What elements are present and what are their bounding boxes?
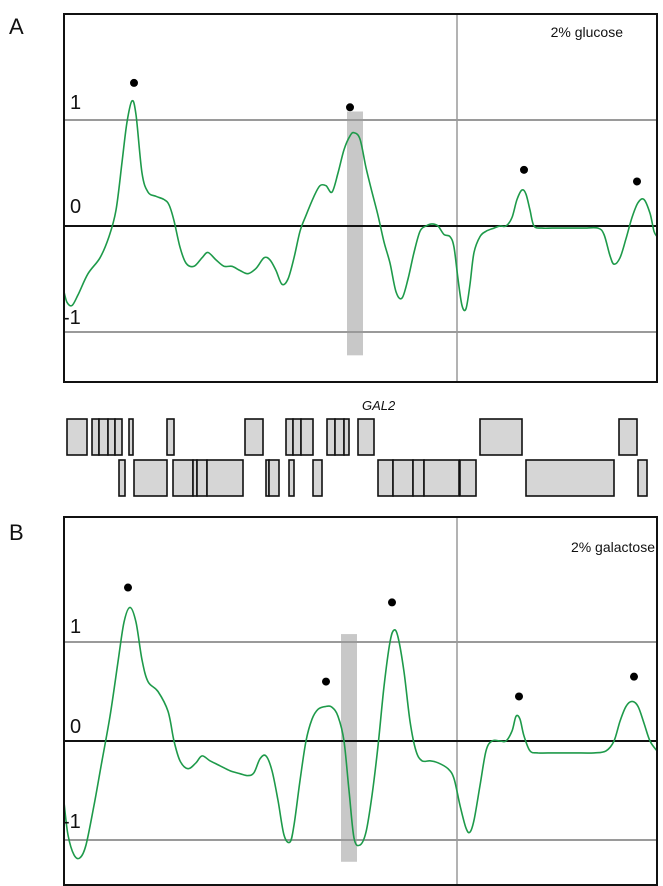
gene-box-bottom-15 [459,459,477,497]
gene-box-bottom-11 [377,459,394,497]
y-tick-label-0-a: 0 [70,196,81,218]
gene-box-top-2 [91,418,100,456]
gene-box-top-17 [618,418,638,456]
gene-track-top-row [66,418,638,456]
plot-frame-b [63,516,658,886]
gene-box-bottom-10 [312,459,323,497]
peak-marker-b-3 [388,598,396,607]
gene-box-bottom-13 [412,459,425,497]
panel-letter-b: B [9,520,24,545]
gene-box-bottom-17 [637,459,648,497]
gene-box-bottom-9 [288,459,295,497]
gene-box-bottom-1 [118,459,126,497]
highlight-band-a [347,111,363,356]
plot-area-b [63,516,658,886]
peak-marker-a-3 [520,165,528,174]
gene-box-bottom-6 [206,459,244,497]
y-tick-label-0-b: 0 [70,716,81,738]
highlight-band-b [341,634,357,862]
gene-box-bottom-16 [525,459,615,497]
peak-marker-a-2 [346,103,354,112]
gene-box-top-1 [66,418,88,456]
gene-box-top-7 [166,418,175,456]
panel-a: A 2% glucose 1 0 -1 [9,13,658,383]
y-tick-label-neg1-a: -1 [63,307,81,329]
gene-box-top-13 [334,418,345,456]
signal-line-a [63,99,658,312]
y-tick-label-1-a: 1 [70,92,81,114]
gene-box-top-6 [128,418,134,456]
gene-label: GAL2 [362,398,396,413]
gene-box-top-9 [285,418,294,456]
gene-box-top-16 [479,418,523,456]
gene-box-top-15 [357,418,375,456]
gene-box-top-14 [343,418,350,456]
signal-line-b [63,606,658,860]
gene-box-bottom-5 [196,459,208,497]
peak-marker-b-5 [630,672,638,681]
gene-track: GAL2 [66,398,648,497]
gene-box-top-11 [300,418,314,456]
gene-box-top-12 [326,418,336,456]
gene-box-bottom-2 [133,459,168,497]
peak-marker-a-4 [633,177,641,186]
plot-area-a [63,13,658,383]
gene-box-top-3 [98,418,109,456]
gene-box-top-10 [292,418,302,456]
y-tick-label-1-b: 1 [70,616,81,638]
peak-marker-b-2 [322,677,330,686]
peak-marker-b-1 [124,583,132,592]
gene-box-bottom-8 [268,459,280,497]
peak-marker-a-1 [130,78,138,87]
condition-label-a: 2% glucose [551,24,624,40]
gene-box-top-8 [244,418,264,456]
condition-label-b: 2% galactose [571,539,655,555]
gene-box-top-5 [114,418,123,456]
panel-b: B 2% galactose 1 0 -1 [9,516,658,886]
gene-box-bottom-3 [172,459,194,497]
plot-frame-a [63,13,658,383]
gene-track-bottom-row [118,459,648,497]
gene-box-bottom-14 [423,459,460,497]
peak-marker-b-4 [515,692,523,701]
panel-letter-a: A [9,14,24,39]
y-tick-label-neg1-b: -1 [63,811,81,833]
gene-box-bottom-12 [392,459,414,497]
gene-box-top-4 [107,418,116,456]
